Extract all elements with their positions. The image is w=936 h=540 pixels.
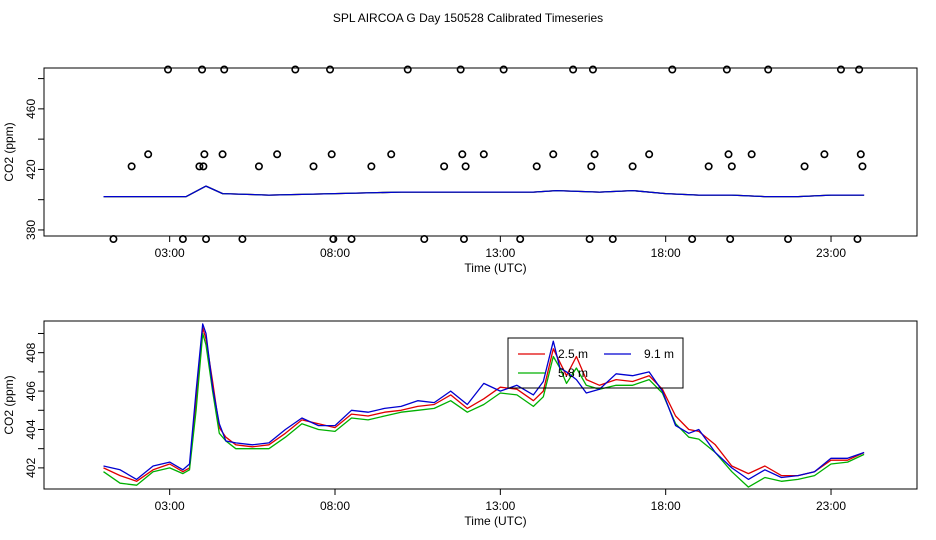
calibration-point: [127, 162, 136, 171]
y-axis-label: CO2 (ppm): [2, 122, 16, 181]
series-group: [103, 185, 865, 198]
calibration-point: [856, 150, 865, 159]
calibration-point: [459, 235, 468, 244]
series-line-9-1-m: [103, 185, 865, 198]
series-group: [103, 323, 865, 488]
calibration-point: [747, 150, 756, 159]
calibration-point: [387, 150, 396, 159]
calibration-point: [853, 235, 862, 244]
calibration-point: [587, 162, 596, 171]
y-tick-label: 420: [24, 159, 38, 179]
calibration-point: [309, 162, 318, 171]
calibration-point: [532, 162, 541, 171]
x-tick-label: 08:00: [320, 246, 350, 260]
y-tick-label: 402: [24, 458, 38, 478]
calibration-point: [238, 235, 247, 244]
calibration-point: [403, 65, 412, 74]
y-tick-label: 406: [24, 381, 38, 401]
calibration-point: [726, 235, 735, 244]
y-tick-label: 460: [24, 99, 38, 119]
panel-top: 03:00 08:00 13:00 18:00 23:00 380 420 460 Time (…: [2, 65, 918, 275]
calibration-point: [855, 65, 864, 74]
x-tick-label: 08:00: [320, 499, 350, 513]
calibration-point: [202, 235, 211, 244]
y-tick-label: 404: [24, 419, 38, 439]
calibration-point: [608, 235, 617, 244]
calibration-point: [200, 150, 209, 159]
calibration-point: [291, 65, 300, 74]
calibration-point: [724, 150, 733, 159]
plot-frame: [43, 67, 918, 237]
calibration-point: [109, 235, 118, 244]
plot-frame: [43, 320, 918, 490]
calibration-point: [590, 150, 599, 159]
x-tick-label: 03:00: [155, 246, 185, 260]
x-tick-label: 23:00: [816, 499, 846, 513]
legend-label: 5.8 m: [558, 366, 588, 380]
y-tick-label: 408: [24, 342, 38, 362]
legend-label: 2.5 m: [558, 347, 588, 361]
calibration-point: [458, 150, 467, 159]
calibration-point: [836, 65, 845, 74]
calibration-point: [764, 65, 773, 74]
calibration-point: [516, 235, 525, 244]
calibration-point: [420, 235, 429, 244]
calibration-point: [479, 150, 488, 159]
calibration-point: [199, 162, 208, 171]
y-axis-label: CO2 (ppm): [2, 375, 16, 434]
calibration-point: [645, 150, 654, 159]
calibration-point: [198, 65, 207, 74]
panel-bottom: 03:00 08:00 13:00 18:00 23:00 402 404 406 408 Tim…: [2, 320, 918, 528]
series-line-5-8-m: [103, 332, 865, 488]
calibration-point: [456, 65, 465, 74]
x-tick-label: 18:00: [651, 499, 681, 513]
calibration-point: [367, 162, 376, 171]
x-tick-label: 18:00: [651, 246, 681, 260]
calibration-point: [178, 235, 187, 244]
calibration-point: [273, 150, 282, 159]
calibration-point: [858, 162, 867, 171]
legend-label: 9.1 m: [644, 347, 674, 361]
calibration-point: [218, 150, 227, 159]
calibration-point: [704, 162, 713, 171]
y-tick-label: 380: [24, 220, 38, 240]
x-axis-label: Time (UTC): [464, 261, 526, 275]
x-tick-label: 13:00: [485, 246, 515, 260]
calibration-point: [195, 162, 204, 171]
calibration-point: [668, 65, 677, 74]
x-axis-label: Time (UTC): [464, 514, 526, 528]
series-line-9-1-m: [103, 323, 865, 481]
calibration-point: [326, 65, 335, 74]
calibration-point: [144, 150, 153, 159]
calibration-point: [164, 65, 173, 74]
calibration-point: [329, 235, 338, 244]
calibration-point: [784, 235, 793, 244]
figure-title: SPL AIRCOA G Day 150528 Calibrated Times…: [333, 11, 603, 25]
calibration-point: [585, 235, 594, 244]
calibration-point: [327, 150, 336, 159]
calibration-point: [820, 150, 829, 159]
calibration-point: [727, 162, 736, 171]
calibration-point: [254, 162, 263, 171]
x-tick-label: 03:00: [155, 499, 185, 513]
legend-box: [507, 337, 684, 389]
calibration-point: [220, 65, 229, 74]
calibration-point: [549, 150, 558, 159]
calibration-point: [461, 162, 470, 171]
calibration-point: [688, 235, 697, 244]
calibration-point: [588, 65, 597, 74]
x-tick-label: 13:00: [485, 499, 515, 513]
x-tick-label: 23:00: [816, 246, 846, 260]
calibration-point: [569, 65, 578, 74]
calibration-point: [628, 162, 637, 171]
calibration-point: [722, 65, 731, 74]
calibration-point: [499, 65, 508, 74]
calibration-point: [440, 162, 449, 171]
calibration-point: [800, 162, 809, 171]
calibration-point: [347, 235, 356, 244]
